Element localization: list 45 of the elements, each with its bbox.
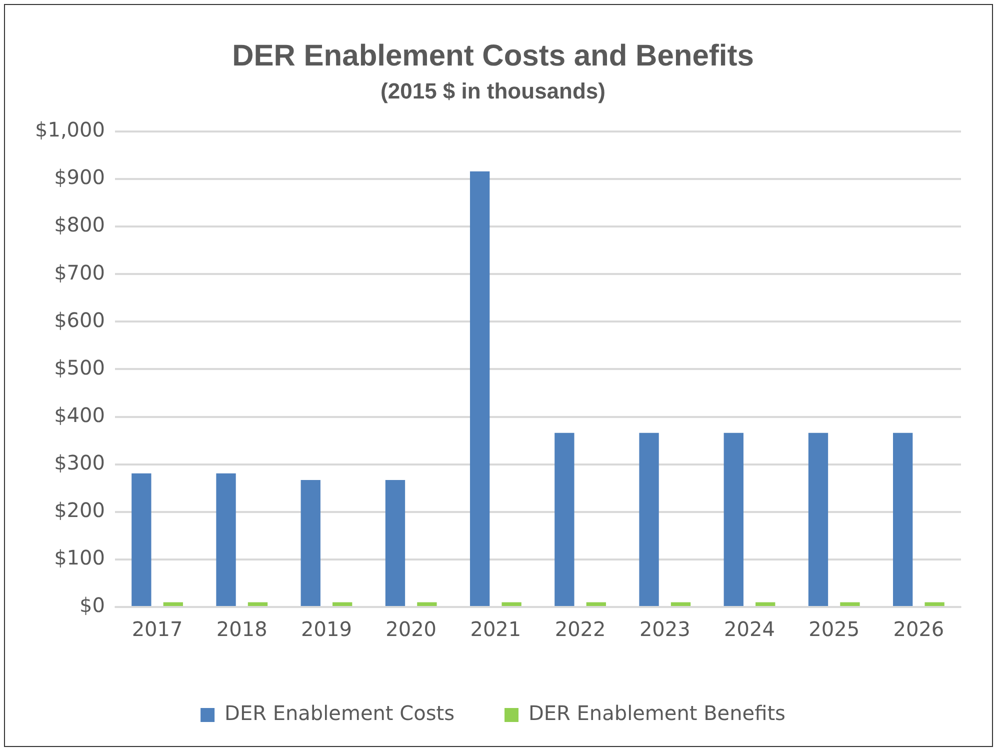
bar <box>300 480 320 606</box>
y-tick-label: $200 <box>54 498 105 522</box>
bar <box>248 602 268 606</box>
x-tick-label: 2025 <box>808 617 860 642</box>
x-tick-label: 2022 <box>554 617 606 642</box>
bar <box>670 602 691 606</box>
bar <box>417 602 437 606</box>
x-tick-label: 2018 <box>216 617 268 642</box>
y-tick-label: $1,000 <box>34 118 105 142</box>
x-tick-label: 2026 <box>893 617 944 642</box>
legend-label: DER Enablement Costs <box>224 701 455 726</box>
bar <box>840 602 860 606</box>
y-tick-label: $800 <box>54 212 105 237</box>
bar <box>132 473 152 606</box>
y-tick-label: $100 <box>54 546 105 570</box>
y-tick-label: $400 <box>54 402 105 427</box>
bar <box>216 473 236 606</box>
chart-subtitle: (2015 $ in thousands) <box>380 78 606 104</box>
bar <box>385 480 406 606</box>
bar <box>808 432 828 606</box>
x-tick-label: 2017 <box>132 617 183 642</box>
bar <box>470 171 490 606</box>
y-tick-label: $500 <box>54 355 105 380</box>
x-tick-label: 2021 <box>470 617 522 642</box>
bar <box>502 602 522 606</box>
bar <box>163 602 183 606</box>
y-tick-label: $600 <box>54 308 105 332</box>
bar <box>332 602 352 606</box>
x-tick-label: 2023 <box>639 617 690 642</box>
x-tick-label: 2019 <box>301 617 352 642</box>
bar <box>639 432 659 606</box>
legend-label: DER Enablement Benefits <box>528 701 786 726</box>
bar <box>586 602 606 606</box>
bar <box>554 432 574 606</box>
bar <box>924 602 944 606</box>
chart-title: DER Enablement Costs and Benefits <box>232 39 754 72</box>
x-tick-label: 2020 <box>386 617 437 642</box>
y-tick-label: $700 <box>54 260 105 284</box>
x-tick-label: 2024 <box>724 617 775 642</box>
bar <box>756 602 776 606</box>
bar <box>724 432 744 606</box>
bar <box>893 432 913 606</box>
y-tick-label: $300 <box>54 450 105 475</box>
y-tick-label: $0 <box>80 593 105 618</box>
y-tick-label: $900 <box>54 165 105 190</box>
